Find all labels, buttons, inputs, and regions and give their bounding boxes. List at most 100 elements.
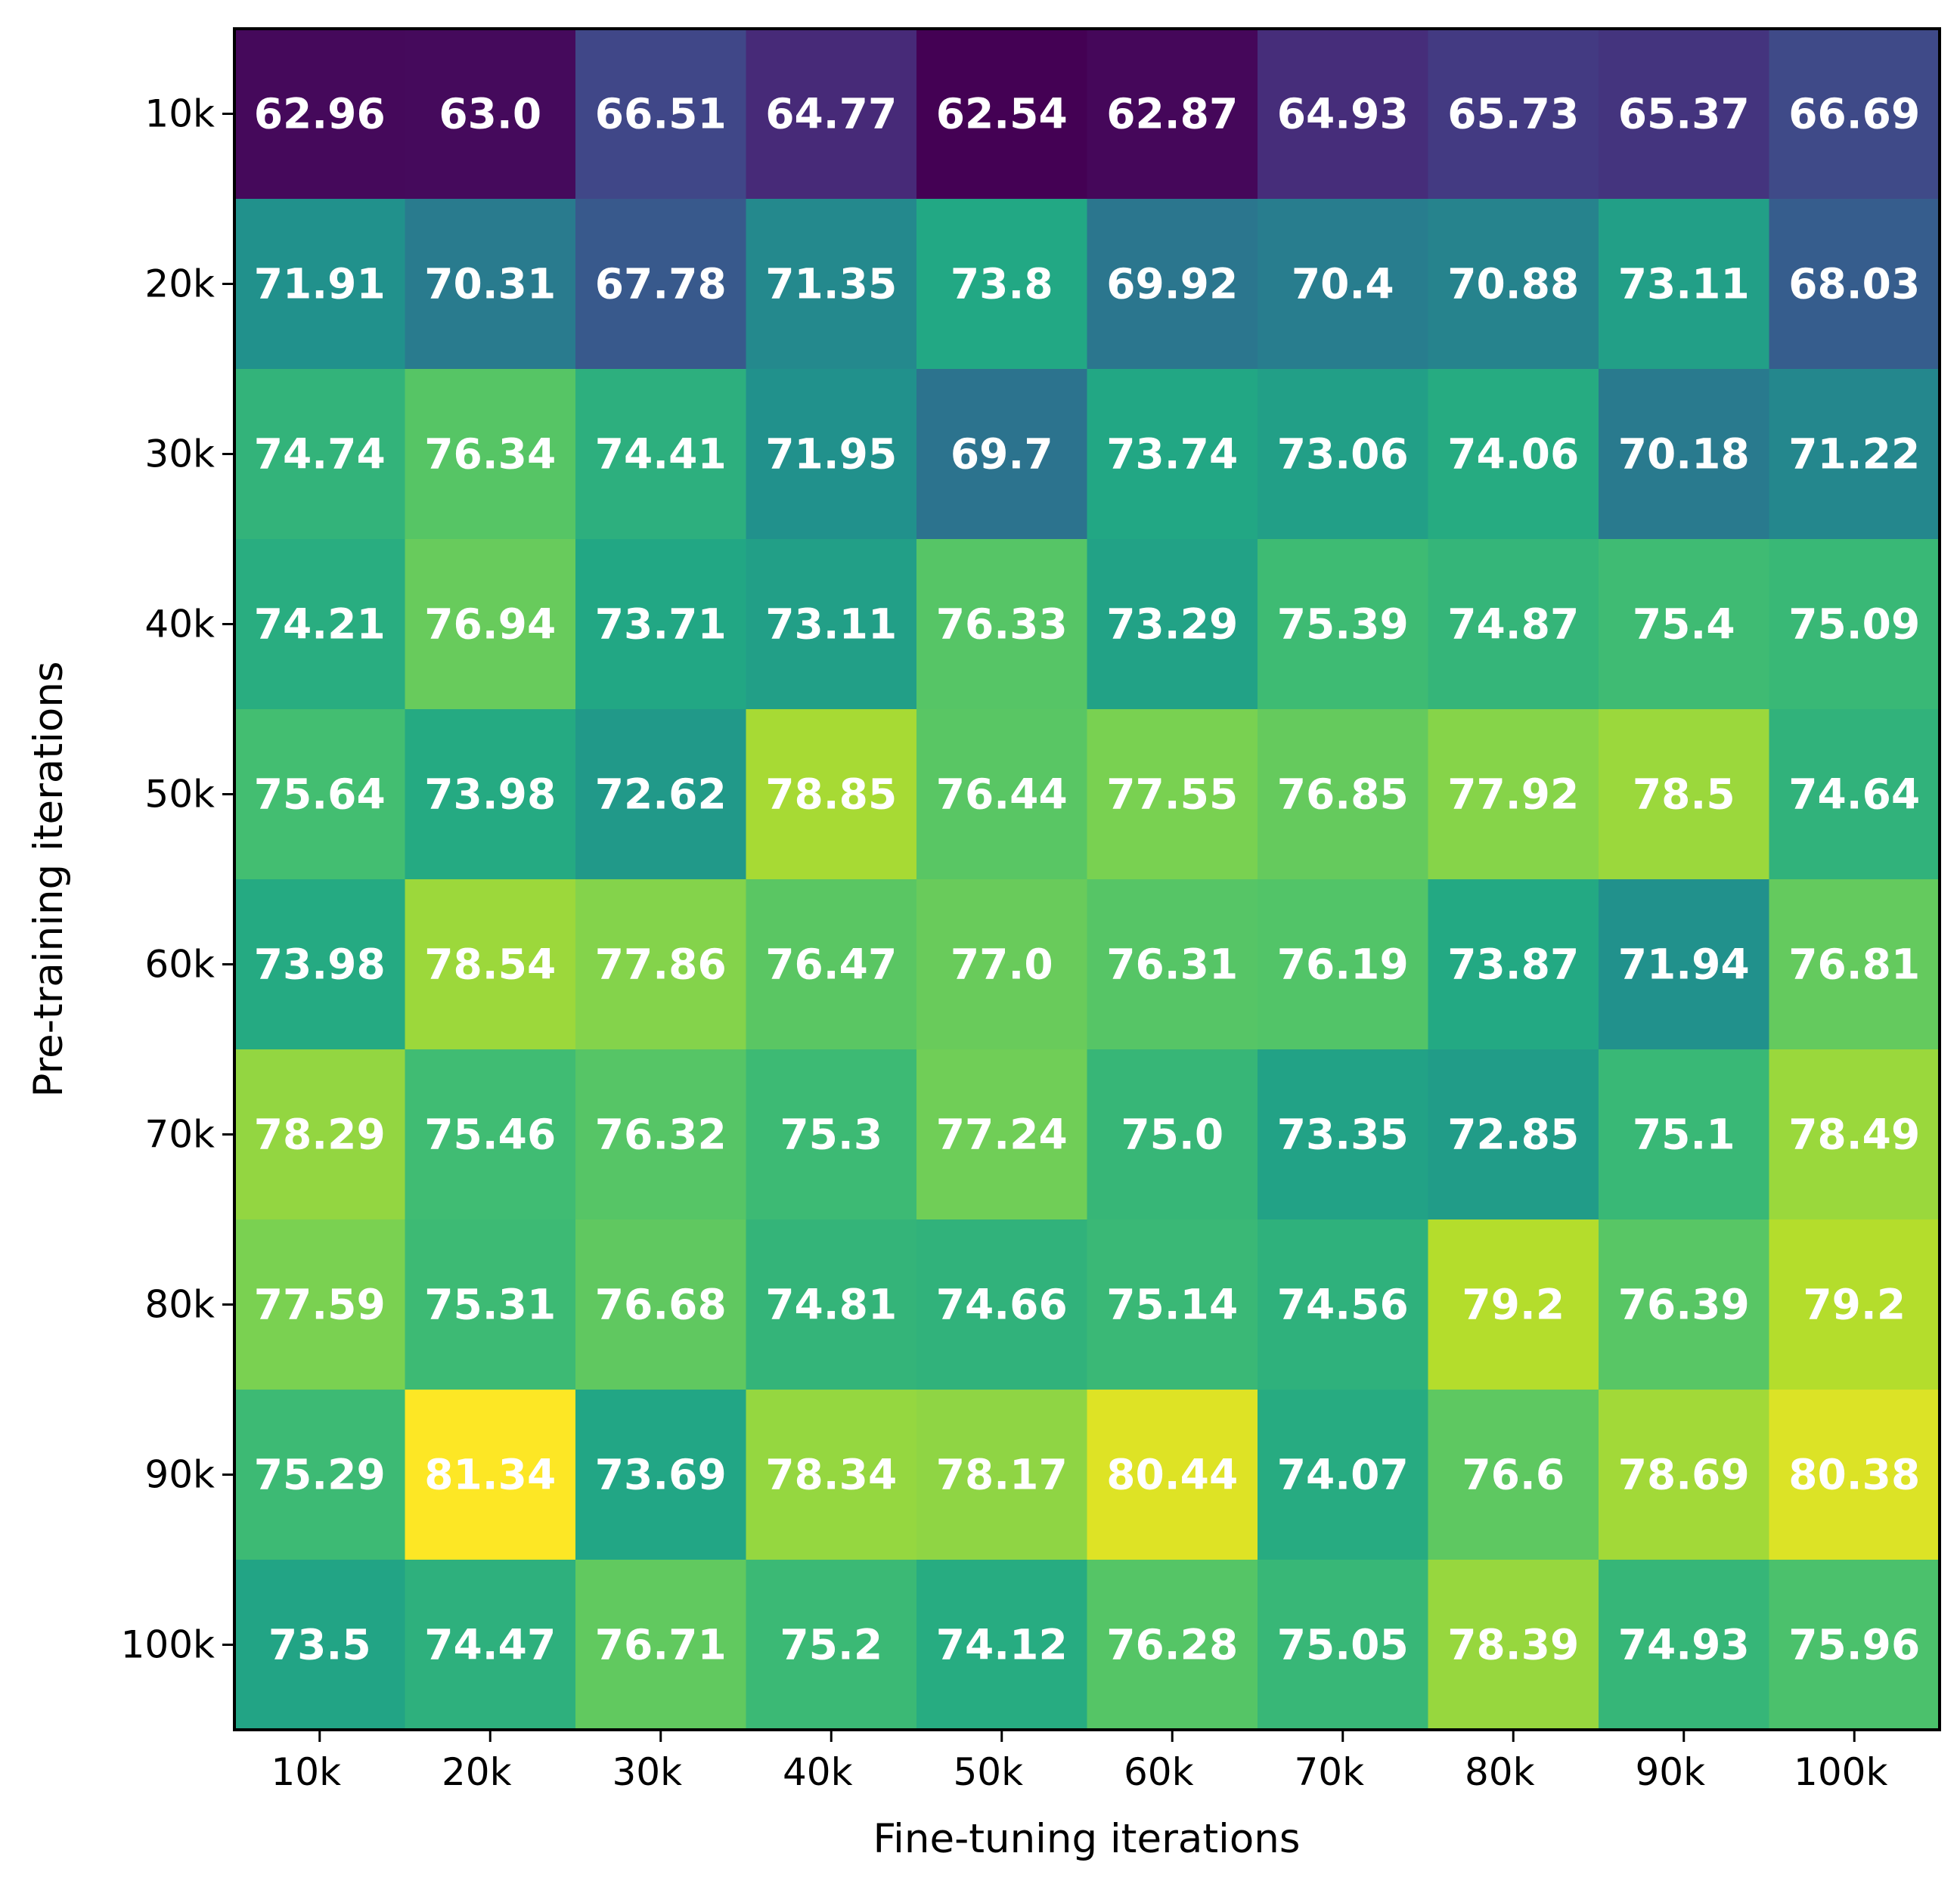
- x-tick-label: 70k: [1294, 1750, 1364, 1794]
- heatmap-cell: [916, 29, 1088, 200]
- cell-value-label: 73.29: [1106, 600, 1238, 649]
- cell-value-label: 75.29: [254, 1451, 386, 1499]
- heatmap-cell: [1599, 29, 1770, 200]
- cell-value-label: 75.4: [1633, 600, 1735, 649]
- cell-value-label: 74.56: [1277, 1281, 1409, 1329]
- cell-value-label: 73.69: [595, 1451, 727, 1499]
- cell-value-label: 69.92: [1106, 260, 1238, 308]
- heatmap-cell: [1428, 1390, 1599, 1560]
- heatmap-cell: [1258, 709, 1429, 880]
- heatmap-cell: [1087, 199, 1258, 370]
- heatmap-cell: [1769, 879, 1940, 1050]
- heatmap-cell: [1087, 1219, 1258, 1390]
- cell-value-label: 78.69: [1618, 1451, 1750, 1499]
- heatmap-cell: [1599, 199, 1770, 370]
- cell-value-label: 76.71: [595, 1621, 727, 1669]
- heatmap-cell: [1769, 199, 1940, 370]
- cell-value-label: 75.14: [1106, 1281, 1238, 1329]
- x-tick-label: 100k: [1794, 1750, 1887, 1794]
- heatmap-cell: [1769, 1390, 1940, 1560]
- heatmap-cell: [405, 1560, 576, 1731]
- cell-value-label: 74.12: [936, 1621, 1068, 1669]
- cell-value-label: 75.05: [1277, 1621, 1409, 1669]
- heatmap-cell: [746, 879, 917, 1050]
- cell-value-label: 73.35: [1277, 1111, 1409, 1159]
- cell-value-label: 72.62: [595, 770, 727, 819]
- cell-value-label: 76.6: [1462, 1451, 1565, 1499]
- cell-value-label: 78.39: [1447, 1621, 1579, 1669]
- heatmap-cell: [746, 709, 917, 880]
- cell-value-label: 76.34: [424, 430, 556, 479]
- heatmap-cell: [916, 1219, 1088, 1390]
- heatmap-cell: [405, 1219, 576, 1390]
- cell-value-label: 77.0: [951, 940, 1053, 989]
- heatmap-cell: [575, 879, 747, 1050]
- heatmap-cell: [575, 539, 747, 710]
- cell-value-label: 77.86: [595, 940, 727, 989]
- cell-value-label: 70.18: [1618, 430, 1750, 479]
- cell-value-label: 76.85: [1277, 770, 1409, 819]
- heatmap-cell: [1087, 1390, 1258, 1560]
- cell-value-label: 74.74: [254, 430, 386, 479]
- heatmap-cell: [1258, 879, 1429, 1050]
- heatmap-cell: [234, 29, 406, 200]
- heatmap-cell: [234, 199, 406, 370]
- heatmap-cell: [1428, 709, 1599, 880]
- heatmap-cell: [575, 1560, 747, 1731]
- heatmap-cell: [1087, 879, 1258, 1050]
- x-axis-title: Fine-tuning iterations: [873, 1816, 1301, 1862]
- cell-value-label: 78.54: [424, 940, 556, 989]
- heatmap-cell: [1769, 539, 1940, 710]
- heatmap-cell: [1428, 199, 1599, 370]
- cell-value-label: 76.47: [765, 940, 897, 989]
- cell-value-label: 76.94: [424, 600, 556, 649]
- heatmap-cell: [1599, 709, 1770, 880]
- cell-value-label: 62.96: [254, 90, 386, 138]
- heatmap-cell: [575, 369, 747, 540]
- cell-value-label: 74.07: [1277, 1451, 1409, 1499]
- heatmap-cell: [405, 1390, 576, 1560]
- cell-value-label: 76.19: [1277, 940, 1409, 989]
- cell-value-label: 77.24: [936, 1111, 1068, 1159]
- heatmap-cell: [746, 1049, 917, 1220]
- cell-value-label: 75.46: [424, 1111, 556, 1159]
- heatmap-cell: [1258, 199, 1429, 370]
- cell-value-label: 74.21: [254, 600, 386, 649]
- cell-value-label: 73.98: [254, 940, 386, 989]
- cell-value-label: 73.74: [1106, 430, 1238, 479]
- heatmap-cell: [1599, 369, 1770, 540]
- cell-value-label: 74.81: [765, 1281, 897, 1329]
- heatmap-cell: [1087, 29, 1258, 200]
- cell-value-label: 71.94: [1618, 940, 1750, 989]
- heatmap-cell: [746, 1390, 917, 1560]
- heatmap-cell: [405, 879, 576, 1050]
- heatmap-cell: [234, 1390, 406, 1560]
- cell-value-label: 75.1: [1633, 1111, 1735, 1159]
- cell-value-label: 78.49: [1788, 1111, 1920, 1159]
- heatmap-cell: [1087, 709, 1258, 880]
- heatmap-cells: [234, 29, 1940, 1731]
- heatmap-cell: [1428, 29, 1599, 200]
- cell-value-label: 77.59: [254, 1281, 386, 1329]
- heatmap-cell: [1599, 1560, 1770, 1731]
- heatmap-cell: [746, 369, 917, 540]
- heatmap-cell: [746, 1560, 917, 1731]
- cell-value-label: 79.2: [1462, 1281, 1565, 1329]
- cell-value-label: 77.92: [1447, 770, 1579, 819]
- heatmap-cell: [916, 1560, 1088, 1731]
- heatmap-cell: [1087, 1560, 1258, 1731]
- heatmap-cell: [916, 199, 1088, 370]
- cell-value-label: 78.5: [1633, 770, 1735, 819]
- cell-value-label: 74.64: [1788, 770, 1920, 819]
- x-tick-label: 60k: [1124, 1750, 1194, 1794]
- cell-value-label: 65.37: [1618, 90, 1750, 138]
- y-axis-ticks: 10k 20k 30k 40k 50k 60k 70k 80k 90k 100k: [121, 92, 234, 1667]
- heatmap-cell: [234, 1560, 406, 1731]
- cell-value-label: 71.22: [1788, 430, 1920, 479]
- y-tick-label: 60k: [144, 943, 215, 987]
- cell-value-label: 76.33: [936, 600, 1068, 649]
- y-tick-label: 30k: [144, 432, 215, 476]
- cell-value-label: 73.8: [951, 260, 1053, 308]
- cell-value-label: 81.34: [424, 1451, 556, 1499]
- heatmap-cell: [234, 369, 406, 540]
